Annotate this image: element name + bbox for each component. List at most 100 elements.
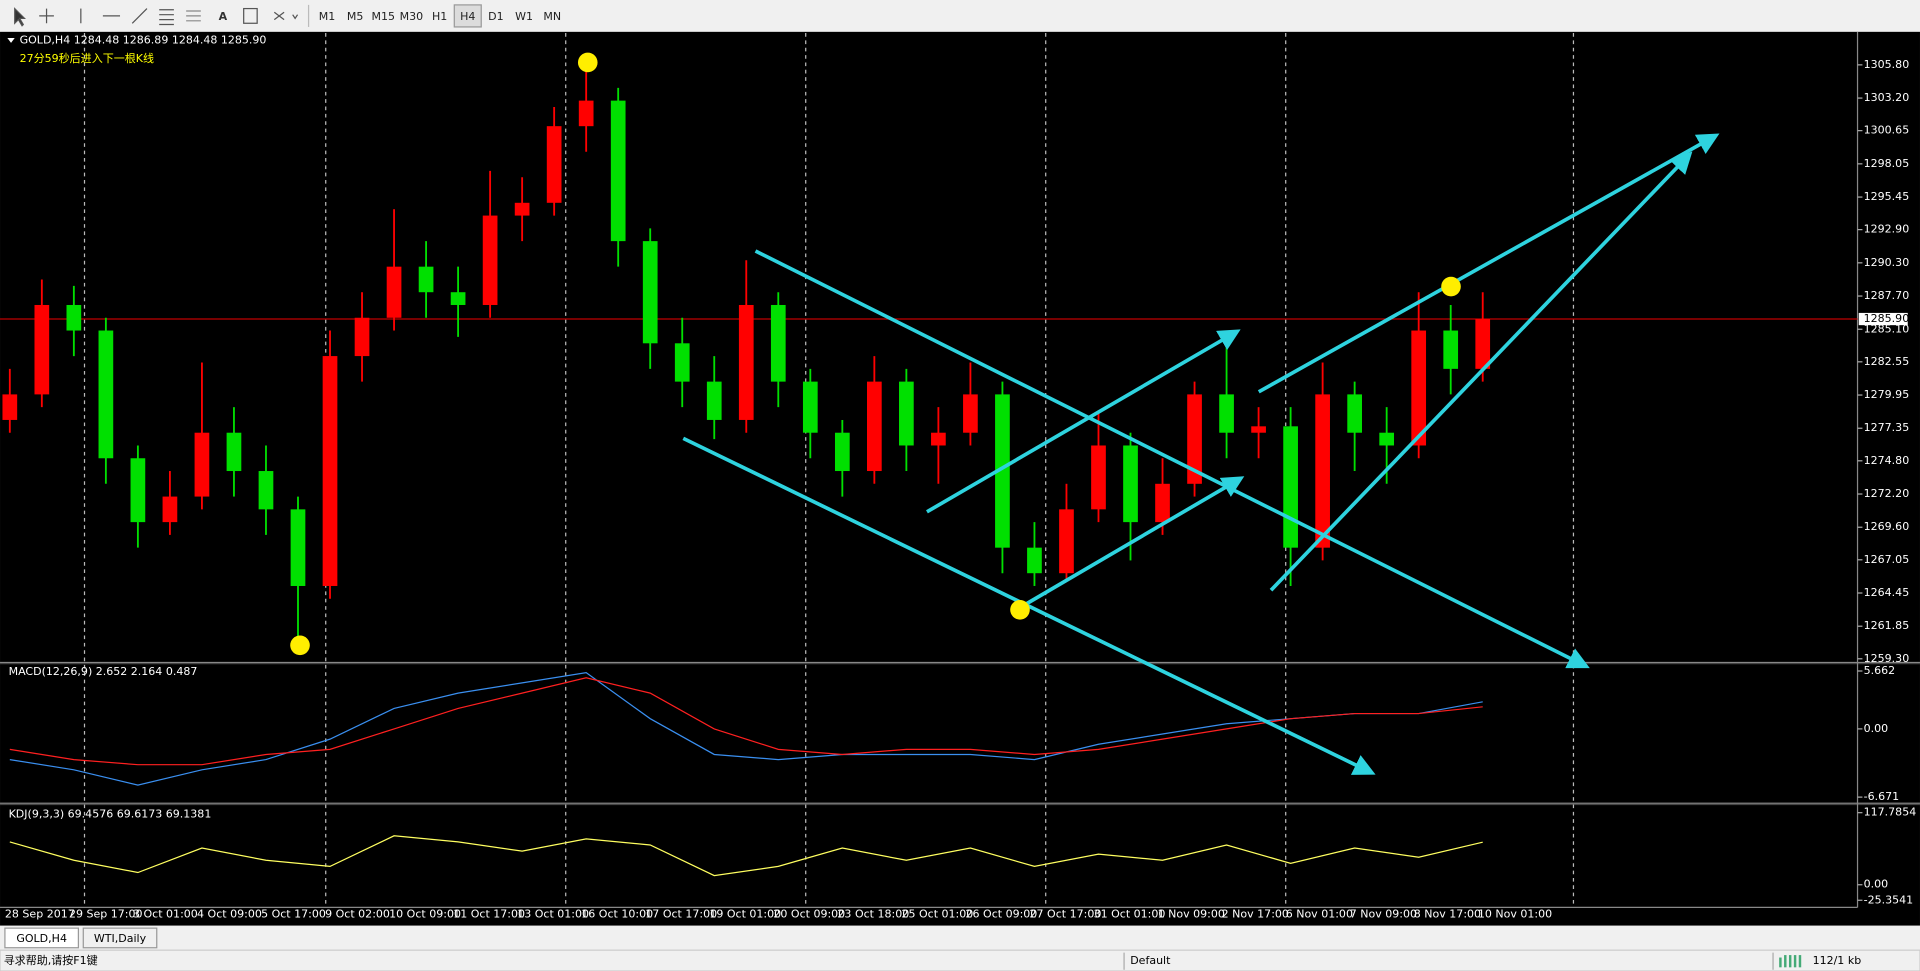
candle-body [482, 215, 498, 305]
candle-body [802, 381, 818, 433]
x-tick-label: 4 Oct 09:00 [197, 908, 262, 921]
candle-body [226, 432, 242, 472]
x-tick-label: 27 Oct 17:00 [1030, 908, 1102, 921]
y-tick-label: 1287.70 [1864, 289, 1910, 302]
chart-tab[interactable] [82, 927, 158, 949]
y-tick-label: 1298.05 [1864, 157, 1910, 170]
crosshair-tool[interactable] [39, 8, 54, 24]
y-tick-label: 1285.10 [1864, 322, 1910, 335]
text-tool[interactable]: A [219, 10, 228, 23]
toolbar-icons [14, 4, 310, 27]
y-tick-label: 117.7854 [1864, 806, 1917, 819]
candle-body [1123, 445, 1138, 523]
x-tick-label: 28 Sep 2017 [5, 908, 75, 921]
y-tick-label: 1300.65 [1864, 124, 1910, 137]
candle-body [450, 292, 466, 305]
chart-window [0, 31, 1920, 926]
x-tick-label: 29 Sep 17:00 [69, 908, 143, 921]
timeframe-button[interactable]: W1 [515, 10, 533, 23]
x-tick-label: 5 Oct 17:00 [261, 908, 326, 921]
timeframe-buttons: M1 M5 M15 M30 H1 H4 D1 W1 MN [319, 4, 561, 28]
x-tick-label: 6 Nov 01:00 [1286, 908, 1353, 921]
candle-body [770, 304, 786, 382]
kdj-k-line [9, 835, 1483, 877]
timeframe-button[interactable]: M1 [319, 10, 336, 23]
y-tick-label: -25.3541 [1864, 893, 1914, 906]
trendline-tool[interactable] [131, 8, 148, 24]
x-tick-label: 9 Oct 02:00 [325, 908, 390, 921]
x-tick-label: 26 Oct 09:00 [966, 908, 1038, 921]
y-tick-label: 0.00 [1864, 722, 1889, 735]
candle-body [642, 241, 658, 344]
y-tick-label: 1261.85 [1864, 619, 1910, 632]
macd-label: MACD(12,26,9) 2.652 2.164 0.487 [9, 665, 198, 678]
macd-main-line [9, 672, 1483, 786]
y-tick-label: 1277.35 [1864, 421, 1910, 434]
candle-body [1347, 394, 1362, 433]
current-price-label: 1285.90 [1864, 312, 1910, 325]
timeframe-active [453, 4, 482, 28]
chart-tab-label: GOLD,H4 [16, 932, 67, 945]
y-tick-label: 1279.95 [1864, 388, 1910, 401]
candle-body [194, 432, 210, 497]
macd-signal-line [9, 677, 1483, 766]
pattern-markers [290, 52, 1461, 656]
arrows-tool[interactable] [273, 11, 299, 21]
status-traffic: 112/1 kb [1813, 954, 1862, 967]
candle-body [899, 381, 914, 446]
cursor-tool[interactable] [14, 7, 26, 27]
candle-body [867, 381, 882, 472]
candle-body [578, 100, 594, 127]
candle-body [1443, 330, 1459, 369]
x-tick-label: 19 Oct 01:00 [709, 908, 781, 921]
candle-body [834, 432, 850, 472]
candle-body [1251, 426, 1266, 433]
candle-body [706, 381, 722, 420]
chart-tab[interactable] [4, 927, 79, 949]
x-tick-label: 23 Oct 18:00 [837, 908, 909, 921]
y-tick-label: 1305.80 [1864, 58, 1910, 71]
y-tick-label: 1264.45 [1864, 586, 1910, 599]
y-tick-label: 1274.80 [1864, 454, 1910, 467]
timeframe-button[interactable]: M15 [372, 10, 396, 23]
timeframe-button[interactable]: MN [543, 10, 561, 23]
candle-body [1379, 432, 1395, 446]
bar-countdown: 27分59秒后进入下一根K线 [20, 51, 154, 65]
timeframe-button[interactable]: D1 [488, 10, 504, 23]
candle-body [354, 317, 370, 357]
x-tick-label: 13 Oct 01:00 [517, 908, 589, 921]
y-tick-label: 1272.20 [1864, 487, 1910, 500]
candle-body [66, 304, 82, 331]
x-tick-label: 10 Nov 01:00 [1478, 908, 1552, 921]
y-tick-label: 0.00 [1864, 878, 1889, 891]
text-label-tool[interactable] [243, 7, 258, 24]
channel-tool[interactable] [159, 9, 174, 26]
candle-body [1027, 547, 1042, 574]
candle-body [738, 304, 754, 420]
timeframe-button[interactable]: H1 [432, 10, 447, 23]
chart-tab-label: WTI,Daily [94, 932, 147, 945]
candle-body [1155, 483, 1170, 523]
panel-borders [0, 31, 1920, 908]
x-tick-label: 7 Nov 09:00 [1350, 908, 1417, 921]
y-tick-label: 1295.45 [1864, 190, 1910, 203]
toolbar [0, 0, 1920, 32]
kdj-label: KDJ(9,3,3) 69.4576 69.6173 69.1381 [9, 807, 212, 820]
candle-body [995, 394, 1010, 548]
candle-body [2, 394, 18, 420]
timeframe-button[interactable]: M5 [347, 10, 364, 23]
fibo-tool[interactable] [186, 10, 201, 22]
timeframe-button[interactable]: H4 [460, 10, 475, 23]
current-price-box [1858, 312, 1908, 326]
collapse-icon[interactable] [7, 37, 15, 43]
y-tick-label: 5.662 [1864, 664, 1896, 677]
y-tick-label: 1292.90 [1864, 223, 1910, 236]
candle-body [418, 266, 434, 293]
y-tick-label: 1269.60 [1864, 520, 1910, 533]
candle-body [386, 266, 402, 318]
x-tick-label: 16 Oct 10:00 [581, 908, 653, 921]
timeframe-button[interactable]: M30 [400, 10, 424, 23]
symbol-header: GOLD,H4 1284.48 1286.89 1284.48 1285.90 [20, 33, 267, 46]
x-tick-label: 3 Oct 01:00 [133, 908, 198, 921]
